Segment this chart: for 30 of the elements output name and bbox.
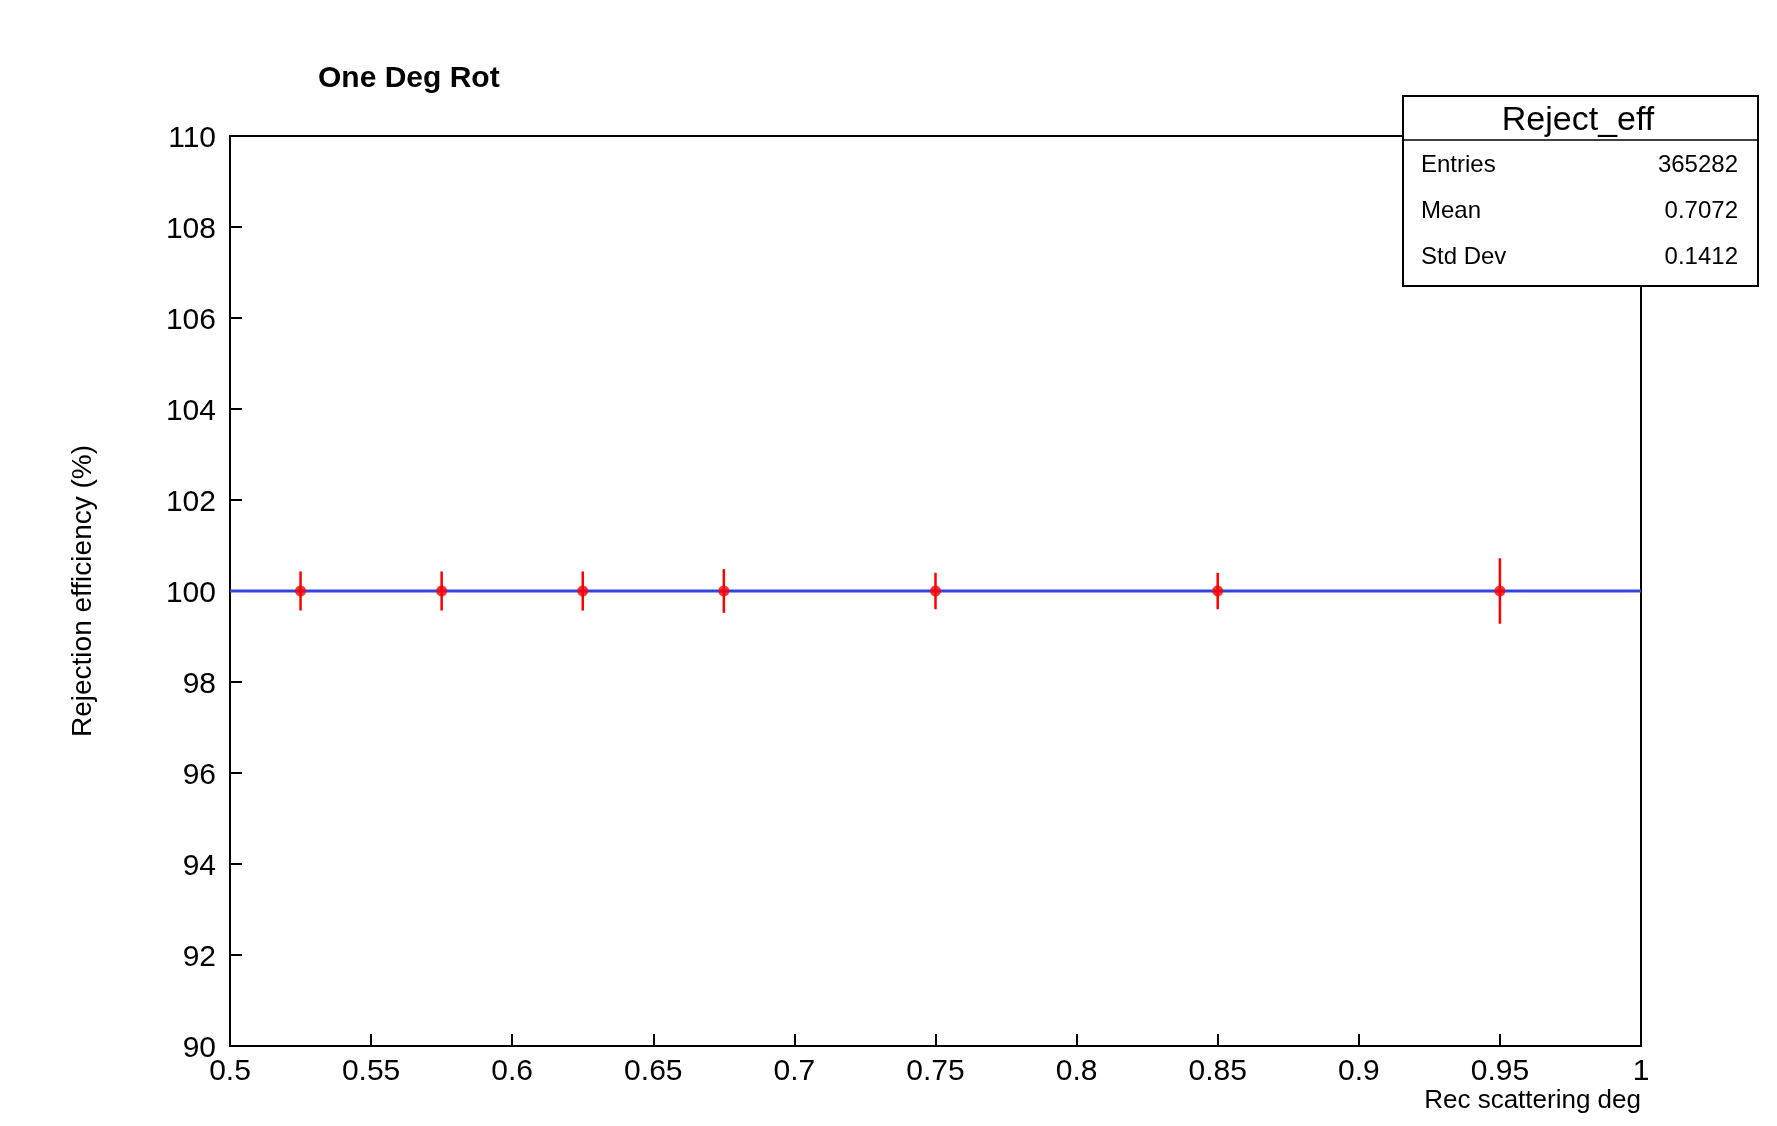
annotation: Entries (1421, 149, 1496, 177)
x-tick-label: 0.9 (1337, 1052, 1380, 1086)
y-tick-label: 106 (165, 301, 216, 335)
text: 0.7072 (1664, 195, 1738, 223)
y-tick-label: 96 (182, 756, 216, 790)
x-tick-label: 0.55 (341, 1052, 401, 1086)
y-tick-label: 110 (168, 119, 216, 153)
y-tick-label: 102 (165, 483, 216, 517)
y-tick-label: 98 (182, 665, 216, 699)
x-tick-label: 0.85 (1188, 1052, 1247, 1086)
x-tick-label: 0.7 (773, 1052, 816, 1086)
x-tick-label: 1 (1632, 1052, 1650, 1086)
text: 365282 (1657, 149, 1738, 177)
annotation: Reject_eff (1501, 99, 1655, 137)
chart-title: One Deg Rot (318, 59, 500, 93)
y-tick-label: 104 (165, 392, 216, 426)
y-tick-label: 94 (182, 847, 216, 881)
y-axis-title: Rejection efficiency (%) (65, 444, 97, 738)
annotation: Mean (1421, 195, 1482, 223)
annotation: Std Dev (1421, 241, 1507, 269)
text: 0.1412 (1664, 241, 1738, 269)
x-tick-label: 0.95 (1470, 1052, 1530, 1086)
y-tick-label: 100 (165, 574, 216, 608)
x-tick-label: 0.8 (1055, 1052, 1098, 1086)
x-tick-label: 0.6 (491, 1052, 534, 1086)
x-tick-label: 0.65 (624, 1052, 683, 1086)
x-tick-label: 0.75 (906, 1052, 965, 1086)
y-tick-label: 92 (182, 938, 216, 972)
y-tick-label: 108 (165, 210, 216, 244)
x-axis-title: Rec scattering deg (1424, 1084, 1641, 1114)
